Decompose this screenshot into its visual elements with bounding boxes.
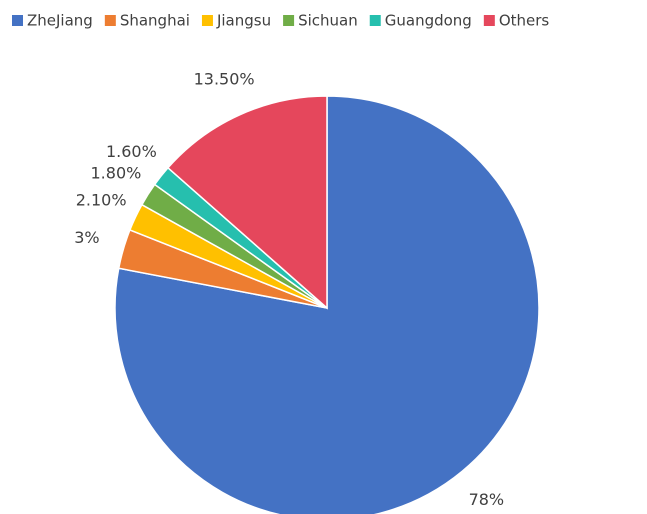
- legend-swatch: [104, 15, 116, 26]
- legend-label: Others: [499, 12, 550, 30]
- legend-swatch: [369, 15, 381, 26]
- data-label: 13.50%: [194, 70, 255, 89]
- pie-slice: [114, 95, 540, 514]
- data-label: 78%: [469, 490, 505, 509]
- data-label: 2.10%: [76, 190, 127, 209]
- legend-label: Sichuan: [298, 12, 358, 30]
- legend-label: ZheJiang: [27, 12, 93, 30]
- legend-swatch: [12, 15, 23, 26]
- data-label: 3%: [74, 228, 99, 247]
- legend-label: Jiangsu: [216, 12, 271, 30]
- legend-label: Shanghai: [120, 12, 190, 30]
- legend-swatch: [283, 15, 295, 26]
- data-label: 1.60%: [106, 142, 157, 161]
- legend-swatch: [483, 15, 495, 26]
- pie-slice: [166, 95, 328, 310]
- data-label: 1.80%: [91, 164, 142, 183]
- legend-label: Guangdong: [385, 12, 472, 30]
- legend-swatch: [201, 15, 213, 26]
